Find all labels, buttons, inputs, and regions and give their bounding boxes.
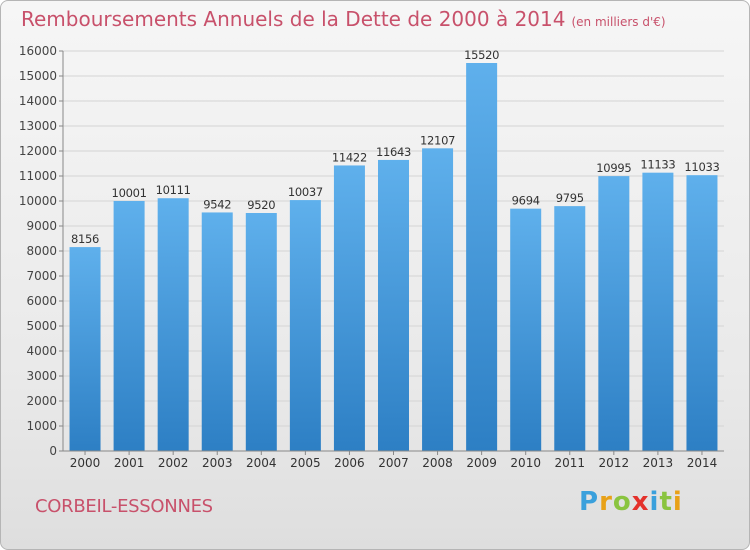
x-tick-label: 2007 xyxy=(378,456,409,470)
y-tick-label: 2000 xyxy=(26,394,57,408)
bar-value-label: 9542 xyxy=(203,197,231,211)
chart-title-text: Remboursements Annuels de la Dette de 20… xyxy=(21,7,566,31)
y-tick-label: 16000 xyxy=(19,44,57,58)
x-tick-label: 2006 xyxy=(334,456,365,470)
logo-letter: t xyxy=(659,487,673,517)
bar xyxy=(598,176,630,451)
bar xyxy=(554,206,586,451)
logo-letter: i xyxy=(649,487,660,517)
y-axis-ticks: 0 1000 2000 3000 4000 5000 6000 7000 8000 9000 100… xyxy=(19,44,63,458)
y-tick-label: 6000 xyxy=(26,294,57,308)
logo-letter: x xyxy=(631,487,650,517)
bar-value-label: 9520 xyxy=(247,198,275,212)
bar xyxy=(333,165,365,451)
y-tick-label: 5000 xyxy=(26,319,57,333)
bar xyxy=(245,213,277,451)
bar-value-label: 15520 xyxy=(464,48,499,62)
value-labels: 8156 10001 10111 9542 9520 10037 11422 11643 121… xyxy=(71,48,720,246)
x-tick-label: 2004 xyxy=(246,456,277,470)
bar-value-label: 10037 xyxy=(288,185,323,199)
y-tick-label: 0 xyxy=(49,444,57,458)
bar xyxy=(422,148,454,451)
y-tick-label: 10000 xyxy=(19,194,57,208)
bar xyxy=(510,208,542,451)
chart-unit-label: (en milliers d'€) xyxy=(571,15,666,29)
bar-value-label: 11422 xyxy=(332,150,367,164)
y-tick-label: 3000 xyxy=(26,369,57,383)
bar xyxy=(113,200,145,451)
x-tick-label: 2002 xyxy=(158,456,189,470)
bar-value-label: 12107 xyxy=(420,133,455,147)
bar xyxy=(686,175,718,452)
bar xyxy=(466,63,498,451)
bar-value-label: 11133 xyxy=(640,158,675,172)
bars xyxy=(69,63,718,452)
bar-value-label: 11033 xyxy=(684,160,719,174)
bar xyxy=(157,198,189,451)
y-tick-label: 1000 xyxy=(26,419,57,433)
y-tick-label: 15000 xyxy=(19,69,57,83)
y-tick-label: 12000 xyxy=(19,144,57,158)
bar xyxy=(201,212,233,451)
y-tick-label: 7000 xyxy=(26,269,57,283)
bar-value-label: 10001 xyxy=(112,186,147,200)
y-tick-label: 13000 xyxy=(19,119,57,133)
bar xyxy=(378,159,409,452)
logo-letter: P xyxy=(579,487,600,517)
bar-value-label: 10995 xyxy=(596,161,631,175)
logo-letter: r xyxy=(599,487,613,517)
x-tick-label: 2009 xyxy=(466,456,497,470)
y-tick-label: 4000 xyxy=(26,344,57,358)
y-tick-label: 14000 xyxy=(19,94,57,108)
y-tick-label: 9000 xyxy=(26,219,57,233)
bar xyxy=(69,247,101,451)
x-tick-label: 2005 xyxy=(290,456,321,470)
bar-value-label: 10111 xyxy=(156,183,191,197)
chart-title: Remboursements Annuels de la Dette de 20… xyxy=(21,7,666,31)
x-tick-label: 2003 xyxy=(202,456,233,470)
commune-name: CORBEIL-ESSONNES xyxy=(35,496,213,517)
y-tick-label: 8000 xyxy=(26,244,57,258)
x-tick-label: 2010 xyxy=(510,456,541,470)
x-axis-ticks: 2000 2001 2002 2003 2004 2005 2006 2007 2008 2009… xyxy=(70,451,717,470)
x-tick-label: 2011 xyxy=(554,456,585,470)
bar-value-label: 8156 xyxy=(71,232,99,246)
x-tick-label: 2001 xyxy=(114,456,145,470)
x-tick-label: 2014 xyxy=(687,456,718,470)
bar-value-label: 9694 xyxy=(512,194,540,208)
bar-value-label: 11643 xyxy=(376,145,411,159)
bar-value-label: 9795 xyxy=(556,191,584,205)
x-tick-label: 2013 xyxy=(643,456,674,470)
bar xyxy=(289,200,321,451)
proxiti-logo: Proxiti xyxy=(579,487,683,517)
x-tick-label: 2008 xyxy=(422,456,453,470)
logo-letter: i xyxy=(672,487,683,517)
logo-letter: o xyxy=(612,487,632,517)
x-tick-label: 2000 xyxy=(70,456,101,470)
bar xyxy=(642,172,674,452)
x-tick-label: 2012 xyxy=(599,456,630,470)
y-tick-label: 11000 xyxy=(19,169,57,183)
